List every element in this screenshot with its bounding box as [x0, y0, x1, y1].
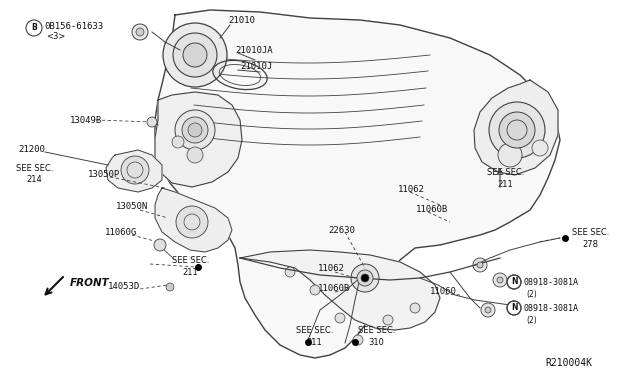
Circle shape	[335, 313, 345, 323]
Text: 211: 211	[306, 338, 322, 347]
Circle shape	[410, 303, 420, 313]
Circle shape	[172, 136, 184, 148]
Text: 11060B: 11060B	[318, 284, 350, 293]
Circle shape	[357, 270, 373, 286]
Text: (2): (2)	[526, 316, 537, 325]
Text: 13049B: 13049B	[70, 116, 102, 125]
Text: 11060: 11060	[430, 287, 457, 296]
Circle shape	[132, 24, 148, 40]
Circle shape	[477, 262, 483, 268]
Circle shape	[485, 307, 491, 313]
Text: 08918-3081A: 08918-3081A	[523, 278, 578, 287]
Text: N: N	[511, 278, 517, 286]
Text: <3>: <3>	[46, 32, 65, 41]
Polygon shape	[474, 80, 558, 175]
Circle shape	[473, 258, 487, 272]
Text: B: B	[31, 23, 37, 32]
Text: 11062: 11062	[318, 264, 345, 273]
Text: 11060G: 11060G	[105, 228, 137, 237]
Text: 11062: 11062	[398, 185, 425, 194]
Text: (2): (2)	[526, 290, 537, 299]
Circle shape	[498, 143, 522, 167]
Circle shape	[532, 140, 548, 156]
Text: 214: 214	[26, 175, 42, 184]
Circle shape	[383, 315, 393, 325]
Text: 13050P: 13050P	[88, 170, 120, 179]
Text: R210004K: R210004K	[545, 358, 592, 368]
Text: SEE SEC.: SEE SEC.	[358, 326, 396, 335]
Text: 211: 211	[182, 268, 198, 277]
Text: 22630: 22630	[328, 226, 355, 235]
Polygon shape	[155, 10, 560, 358]
Text: 21010JA: 21010JA	[235, 46, 273, 55]
Circle shape	[310, 285, 320, 295]
Text: 11060B: 11060B	[416, 205, 448, 214]
Text: SEE SEC.: SEE SEC.	[487, 168, 524, 177]
Circle shape	[499, 112, 535, 148]
Circle shape	[497, 277, 503, 283]
Circle shape	[507, 301, 521, 315]
Text: 21200: 21200	[18, 145, 45, 154]
Circle shape	[154, 239, 166, 251]
Circle shape	[166, 283, 174, 291]
Polygon shape	[240, 250, 440, 330]
Circle shape	[187, 147, 203, 163]
Circle shape	[285, 267, 295, 277]
Text: 13050N: 13050N	[116, 202, 148, 211]
Text: FRONT: FRONT	[70, 278, 109, 288]
Circle shape	[493, 273, 507, 287]
Circle shape	[147, 117, 157, 127]
Circle shape	[481, 303, 495, 317]
Text: 08918-3081A: 08918-3081A	[523, 304, 578, 313]
Circle shape	[176, 206, 208, 238]
Circle shape	[353, 335, 363, 345]
Circle shape	[175, 110, 215, 150]
Text: 21010J: 21010J	[240, 62, 272, 71]
Text: 0B156-61633: 0B156-61633	[44, 22, 103, 31]
Circle shape	[121, 156, 149, 184]
Text: 278: 278	[582, 240, 598, 249]
Text: 310: 310	[368, 338, 384, 347]
Text: N: N	[511, 304, 517, 312]
Polygon shape	[106, 150, 162, 192]
Text: 211: 211	[497, 180, 513, 189]
Text: 21010: 21010	[228, 16, 255, 25]
Text: SEE SEC.: SEE SEC.	[296, 326, 333, 335]
Circle shape	[136, 28, 144, 36]
Polygon shape	[155, 92, 242, 187]
Circle shape	[173, 33, 217, 77]
Text: 14053D: 14053D	[108, 282, 140, 291]
Circle shape	[163, 23, 227, 87]
Circle shape	[507, 275, 521, 289]
Circle shape	[361, 274, 369, 282]
Text: SEE SEC.: SEE SEC.	[16, 164, 53, 173]
Circle shape	[351, 264, 379, 292]
Circle shape	[489, 102, 545, 158]
Polygon shape	[155, 188, 232, 252]
Circle shape	[183, 43, 207, 67]
Circle shape	[188, 123, 202, 137]
Text: SEE SEC.: SEE SEC.	[572, 228, 609, 237]
Text: SEE SEC.: SEE SEC.	[172, 256, 209, 265]
Circle shape	[182, 117, 208, 143]
